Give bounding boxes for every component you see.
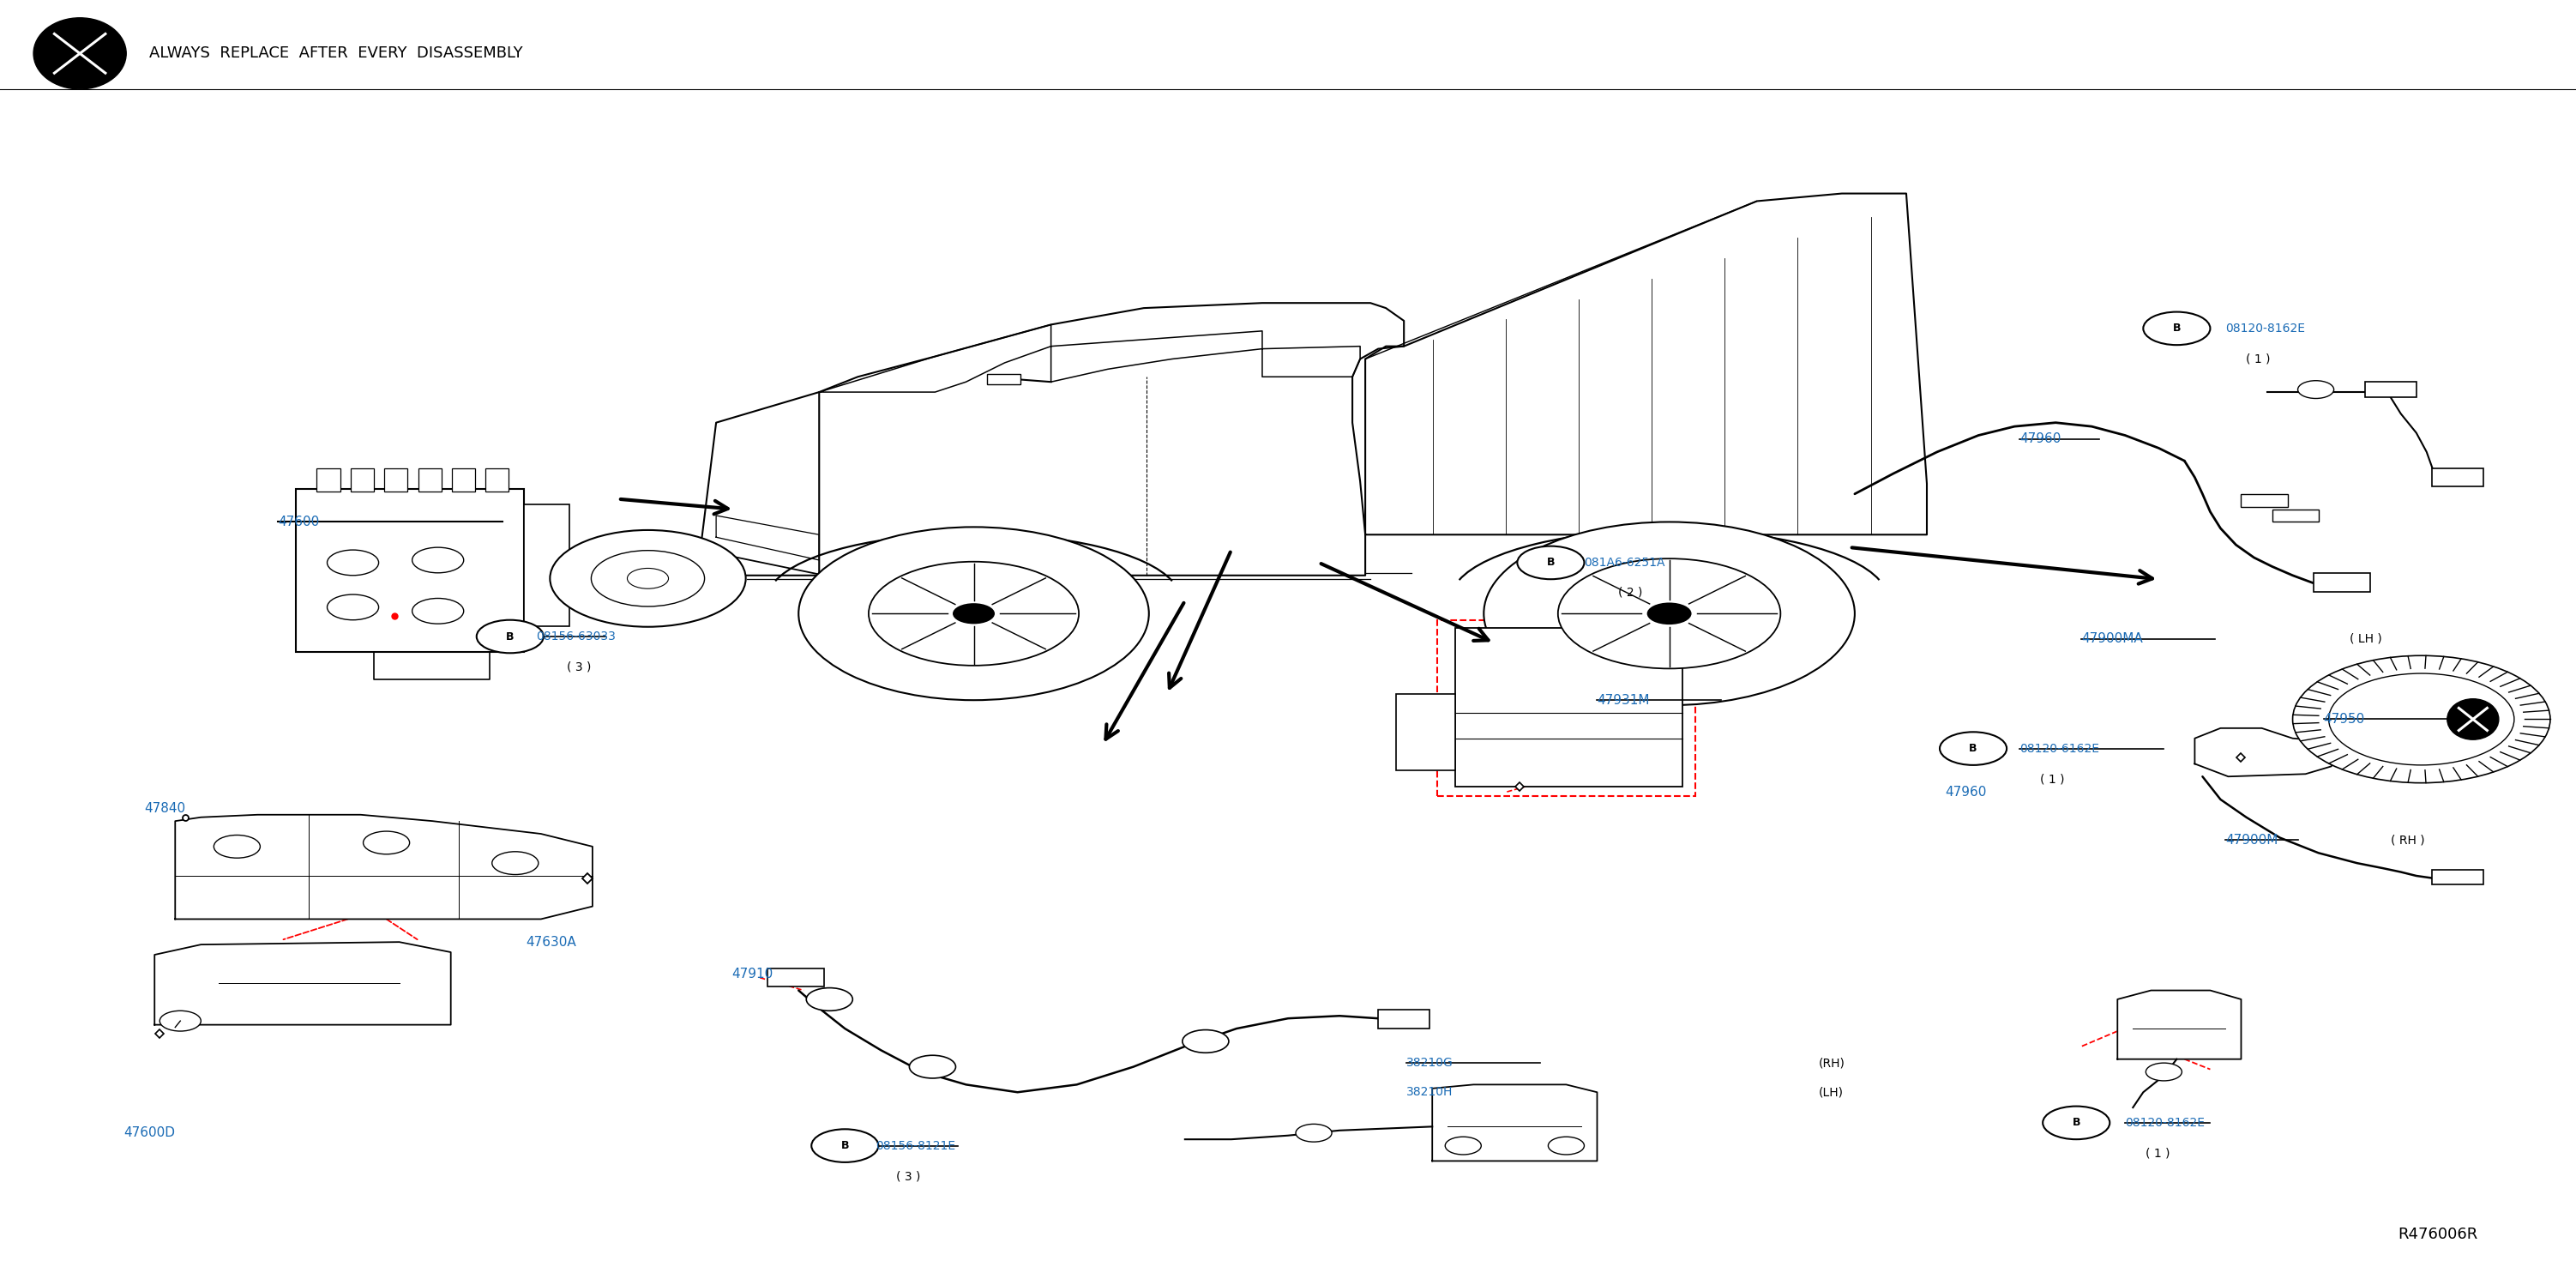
Circle shape: [2143, 312, 2210, 345]
Circle shape: [477, 620, 544, 653]
Circle shape: [2298, 381, 2334, 398]
Circle shape: [363, 831, 410, 854]
Circle shape: [2329, 673, 2514, 765]
Text: ( RH ): ( RH ): [2391, 834, 2424, 847]
Text: 47950: 47950: [2324, 713, 2365, 726]
Text: (LH): (LH): [1819, 1086, 1844, 1099]
Circle shape: [2043, 1106, 2110, 1139]
Bar: [487, 468, 510, 491]
Circle shape: [327, 594, 379, 620]
Circle shape: [2146, 1063, 2182, 1081]
Text: 081A6-6251A: 081A6-6251A: [1584, 556, 1664, 569]
Bar: [2272, 509, 2318, 522]
Text: 08156-63033: 08156-63033: [536, 630, 616, 643]
Text: 47910: 47910: [732, 967, 773, 980]
Circle shape: [2293, 656, 2550, 783]
Text: 08156-8121E: 08156-8121E: [876, 1139, 956, 1152]
Circle shape: [1940, 732, 2007, 765]
Text: ( 3 ): ( 3 ): [567, 661, 590, 673]
Circle shape: [1182, 1030, 1229, 1053]
Bar: [317, 468, 340, 491]
Circle shape: [1484, 522, 1855, 705]
Bar: [417, 468, 440, 491]
Text: 47900MA: 47900MA: [2081, 633, 2143, 645]
Circle shape: [1517, 546, 1584, 579]
Circle shape: [1445, 1137, 1481, 1155]
Text: ( 1 ): ( 1 ): [2246, 353, 2269, 365]
Circle shape: [806, 988, 853, 1011]
Bar: [2313, 573, 2370, 592]
Text: 08120-8162E: 08120-8162E: [2125, 1116, 2205, 1129]
Bar: [1396, 694, 1455, 770]
Circle shape: [160, 1011, 201, 1031]
Text: B: B: [505, 631, 515, 642]
FancyBboxPatch shape: [1455, 628, 1682, 787]
Bar: [2432, 869, 2483, 885]
Text: 47900M: 47900M: [2226, 834, 2277, 847]
Text: 08120-6162E: 08120-6162E: [2020, 742, 2099, 755]
Circle shape: [868, 561, 1079, 666]
Circle shape: [811, 1129, 878, 1162]
Text: 47630A: 47630A: [526, 936, 577, 948]
Circle shape: [953, 603, 994, 624]
Circle shape: [327, 550, 379, 575]
Text: ( 3 ): ( 3 ): [896, 1170, 920, 1183]
Bar: [987, 374, 1020, 384]
Bar: [350, 468, 374, 491]
Circle shape: [492, 852, 538, 875]
Text: R476006R: R476006R: [2398, 1227, 2478, 1242]
Text: 47931M: 47931M: [1597, 694, 1649, 707]
Text: ( 1 ): ( 1 ): [2040, 773, 2063, 785]
Circle shape: [1646, 602, 1692, 625]
Circle shape: [592, 550, 706, 606]
Bar: [451, 468, 474, 491]
Text: 38210G: 38210G: [1406, 1057, 1453, 1069]
Polygon shape: [2195, 728, 2339, 777]
Circle shape: [909, 1055, 956, 1078]
Bar: [526, 504, 569, 626]
Text: 47960: 47960: [2020, 433, 2061, 446]
Circle shape: [214, 835, 260, 858]
Bar: [2365, 382, 2416, 397]
Circle shape: [1548, 1137, 1584, 1155]
Text: ( 1 ): ( 1 ): [2146, 1147, 2169, 1160]
Text: 08120-8162E: 08120-8162E: [2226, 322, 2306, 335]
Text: ( LH ): ( LH ): [2349, 633, 2383, 645]
Text: ALWAYS  REPLACE  AFTER  EVERY  DISASSEMBLY: ALWAYS REPLACE AFTER EVERY DISASSEMBLY: [149, 46, 523, 61]
Bar: [768, 969, 824, 987]
Polygon shape: [1432, 1085, 1597, 1161]
Polygon shape: [2117, 990, 2241, 1059]
Bar: [1437, 620, 1695, 796]
Text: B: B: [2172, 323, 2182, 334]
Text: 47840: 47840: [144, 802, 185, 815]
Text: ( 2 ): ( 2 ): [1618, 586, 1641, 598]
Circle shape: [412, 598, 464, 624]
Circle shape: [551, 530, 747, 626]
Text: 47960: 47960: [1945, 785, 1986, 798]
Text: 38210H: 38210H: [1406, 1086, 1453, 1099]
Circle shape: [1558, 559, 1780, 668]
Text: B: B: [1968, 743, 1978, 754]
Text: B: B: [2071, 1118, 2081, 1128]
Bar: [296, 489, 526, 652]
Text: 47600D: 47600D: [124, 1127, 175, 1139]
Text: 47600: 47600: [278, 516, 319, 528]
Polygon shape: [155, 942, 451, 1025]
Circle shape: [412, 547, 464, 573]
Bar: [384, 468, 407, 491]
Circle shape: [629, 568, 670, 588]
Polygon shape: [175, 815, 592, 919]
Circle shape: [1296, 1124, 1332, 1142]
Ellipse shape: [33, 18, 126, 89]
Text: B: B: [1546, 558, 1556, 568]
Text: (RH): (RH): [1819, 1057, 1844, 1069]
Bar: [2432, 468, 2483, 486]
Bar: [2241, 494, 2287, 507]
Circle shape: [799, 527, 1149, 700]
Text: B: B: [840, 1141, 850, 1151]
Bar: [1378, 1009, 1430, 1029]
Ellipse shape: [2447, 699, 2499, 740]
